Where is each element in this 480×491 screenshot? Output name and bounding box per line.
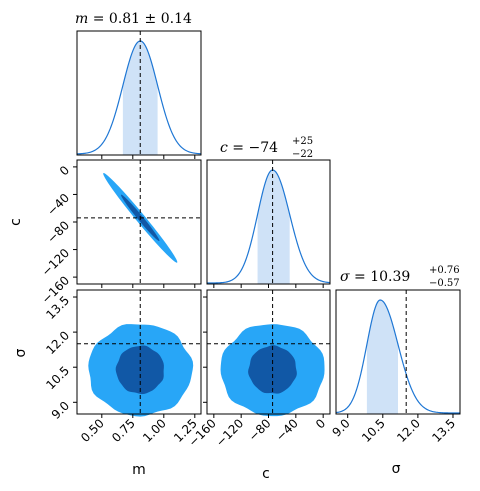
y-tick-label-c: −80 (44, 218, 72, 246)
hist-panel-c (206, 159, 331, 285)
x-tick-label-c: 0 (313, 416, 328, 431)
x-tick-label-c: −120 (213, 416, 246, 449)
y-tick-label-c: −40 (44, 191, 72, 219)
title-c-plus: +25 (292, 136, 313, 147)
x-tick-label-c: −40 (273, 416, 301, 444)
hist-curve (76, 40, 202, 155)
x-tick-label-m: 0.50 (78, 416, 107, 445)
y-tick-label-sigma: 9.0 (49, 399, 72, 422)
hist-curve (207, 169, 331, 284)
panel-frame (335, 289, 461, 415)
hist-panel-m (76, 30, 202, 156)
panel-frame (76, 289, 202, 415)
x-tick-label-sigma: 12.0 (394, 416, 423, 445)
y-tick-label-sigma: 10.5 (43, 363, 72, 392)
title-sigma-plus: +0.76 (429, 265, 460, 276)
x-tick-label-sigma: 13.5 (429, 416, 458, 445)
x-tick-label-sigma: 10.5 (359, 416, 388, 445)
hist-credible-band (257, 170, 290, 284)
title-m: m = 0.81 ± 0.14 (75, 11, 192, 27)
x-tick-label-m: 1.00 (140, 416, 169, 445)
contour-panel-m-c (76, 159, 202, 285)
title-sigma-minus: −0.57 (429, 278, 460, 289)
y-tick-label-sigma: 12.0 (43, 328, 72, 357)
xlabel-sigma: σ (392, 461, 401, 477)
contour-panel-c-sigma (206, 289, 331, 417)
ylabel-c: c (8, 218, 24, 226)
xlabel-m: m (132, 462, 146, 478)
y-tick-label-c: 0 (57, 163, 72, 178)
x-tick-label-c: −80 (246, 416, 274, 444)
hist-credible-band (366, 300, 398, 414)
title-c: c = −74 (220, 140, 278, 156)
y-tick-label-c: −120 (39, 246, 72, 279)
hist-curve (335, 299, 461, 414)
title-c-minus: −22 (292, 149, 313, 160)
x-tick-label-sigma: 9.0 (329, 416, 352, 439)
contour-panel-m-sigma (76, 289, 202, 417)
hist-panel-sigma (335, 289, 461, 415)
panel-frame (76, 30, 202, 156)
xlabel-c: c (262, 466, 270, 482)
x-tick-label-m: 0.75 (109, 416, 138, 445)
title-sigma: σ = 10.39 (340, 269, 410, 285)
ylabel-sigma: σ (13, 348, 29, 357)
